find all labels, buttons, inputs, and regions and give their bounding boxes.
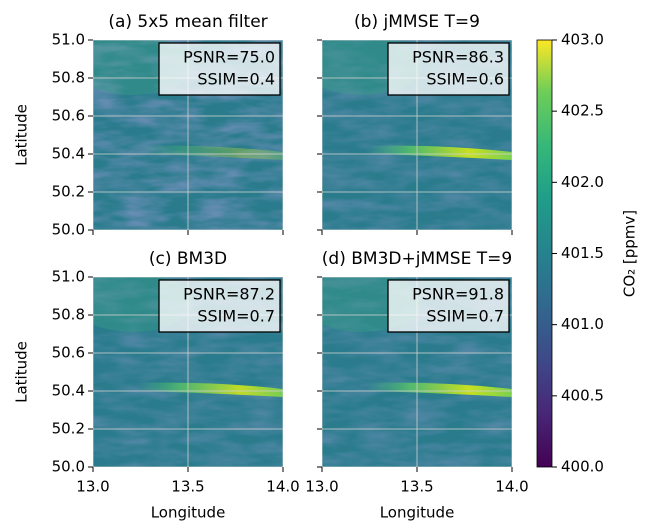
y-tick-label: 50.2 <box>52 183 85 201</box>
y-tick-label: 51.0 <box>52 268 85 286</box>
heatmap-streak <box>367 382 512 397</box>
colorbar-tick-label: 400.0 <box>561 458 604 476</box>
y-axis-label: Latitude <box>13 341 31 403</box>
colorbar-tick-label: 400.5 <box>561 386 604 404</box>
colorbar-tick-label: 401.0 <box>561 315 604 333</box>
y-tick-label: 51.0 <box>52 31 85 49</box>
y-tick-label: 50.0 <box>52 458 85 476</box>
heatmap-streak <box>367 145 512 160</box>
panel-title: (a) 5x5 mean filter <box>108 12 267 32</box>
panel-title: (b) jMMSE T=9 <box>354 12 480 32</box>
annotation: SSIM=0.7 <box>426 307 504 326</box>
annotation-box <box>387 279 510 333</box>
annotation: PSNR=75.0 <box>183 48 275 67</box>
annotation-box <box>387 42 510 96</box>
panel-title: (c) BM3D <box>149 249 227 269</box>
annotation: SSIM=0.7 <box>197 307 275 326</box>
x-tick-label: 14.0 <box>495 478 528 496</box>
colorbar-tick-label: 403.0 <box>561 31 604 49</box>
heatmap-streak <box>138 145 283 160</box>
y-tick-label: 50.6 <box>52 344 85 362</box>
panel-title: (d) BM3D+jMMSE T=9 <box>322 249 512 269</box>
annotation: PSNR=87.2 <box>183 285 275 304</box>
annotation-box <box>158 279 281 333</box>
y-tick-label: 50.2 <box>52 420 85 438</box>
x-tick-label: 14.0 <box>266 478 299 496</box>
annotation: SSIM=0.4 <box>197 70 275 89</box>
annotation-box <box>158 42 281 96</box>
y-tick-label: 50.4 <box>52 382 85 400</box>
annotation: PSNR=86.3 <box>412 48 504 67</box>
heatmap-streak <box>138 382 283 397</box>
x-tick-label: 13.5 <box>400 478 433 496</box>
x-tick-label: 13.0 <box>305 478 338 496</box>
annotation: SSIM=0.6 <box>426 70 504 89</box>
colorbar-tick-label: 401.5 <box>561 244 604 262</box>
y-tick-label: 50.6 <box>52 107 85 125</box>
x-tick-label: 13.5 <box>171 478 204 496</box>
x-tick-label: 13.0 <box>76 478 109 496</box>
colorbar-label: CO₂ [ppmv] <box>621 210 639 297</box>
x-axis-label: Longitude <box>380 504 455 522</box>
y-tick-label: 50.4 <box>52 145 85 163</box>
annotation: PSNR=91.8 <box>412 285 504 304</box>
y-tick-label: 50.8 <box>52 69 85 87</box>
y-axis-label: Latitude <box>13 104 31 166</box>
colorbar <box>536 39 553 468</box>
y-tick-label: 50.8 <box>52 306 85 324</box>
y-tick-label: 50.0 <box>52 221 85 239</box>
colorbar-tick-label: 402.0 <box>561 173 604 191</box>
colorbar-tick-label: 402.5 <box>561 102 604 120</box>
x-axis-label: Longitude <box>151 504 226 522</box>
